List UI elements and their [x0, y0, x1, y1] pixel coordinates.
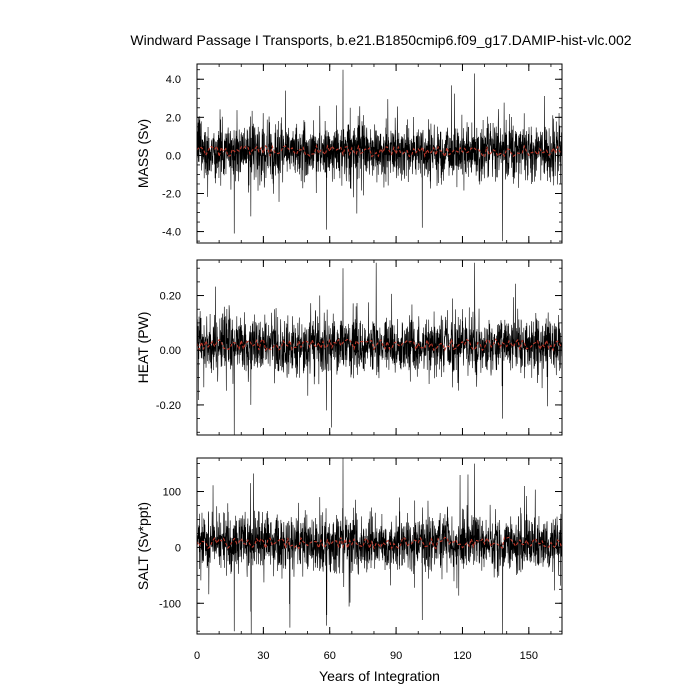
x-tick-label: 90 — [390, 650, 402, 662]
y-tick-label: -100 — [159, 598, 181, 610]
y-tick-label: 0 — [175, 542, 181, 554]
x-tick-label: 30 — [257, 650, 269, 662]
y-tick-label: 100 — [163, 487, 181, 499]
panel-1: -4.0 -2.0 0.0 2.0 4.0 MASS (Sv) — [135, 63, 563, 244]
panel-2: -0.20 0.00 0.20 HEAT (PW) — [135, 259, 563, 436]
x-axis-label: Years of Integration — [319, 668, 440, 684]
plot-frame — [196, 259, 563, 436]
y-axis-label: MASS (Sv) — [135, 119, 151, 188]
annual-mean-series-line — [197, 536, 562, 551]
monthly-series-line — [197, 262, 562, 435]
y-axis-label: HEAT (PW) — [135, 312, 151, 384]
y-tick-label: -0.20 — [156, 400, 181, 412]
annual-mean-series-line — [197, 337, 562, 352]
y-axis-label: SALT (Sv*ppt) — [135, 502, 151, 590]
y-tick-label: -4.0 — [162, 227, 181, 239]
plot-frame — [196, 63, 563, 244]
plot-frame — [196, 457, 563, 635]
x-tick-label: 150 — [520, 650, 538, 662]
y-tick-label: 4.0 — [166, 74, 181, 86]
y-tick-label: 0.0 — [166, 150, 181, 162]
y-tick-label: 0.20 — [160, 291, 181, 303]
x-tick-label: 60 — [324, 650, 336, 662]
monthly-series-line — [197, 69, 562, 242]
panel-3: -100 0 100 0 30 60 90 120 150 SALT (Sv*ppt) Years … — [135, 457, 563, 684]
x-tick-label: 120 — [453, 650, 471, 662]
x-tick-label: 0 — [194, 650, 200, 662]
y-tick-label: 2.0 — [166, 112, 181, 124]
annual-mean-series-line — [197, 144, 562, 159]
y-tick-label: -2.0 — [162, 188, 181, 200]
panels: -4.0 -2.0 0.0 2.0 4.0 MASS (Sv) -0.20 0.00 0.20 H… — [135, 63, 563, 684]
chart-title: Windward Passage I Transports, b.e21.B18… — [130, 32, 631, 48]
y-tick-label: 0.00 — [160, 345, 181, 357]
